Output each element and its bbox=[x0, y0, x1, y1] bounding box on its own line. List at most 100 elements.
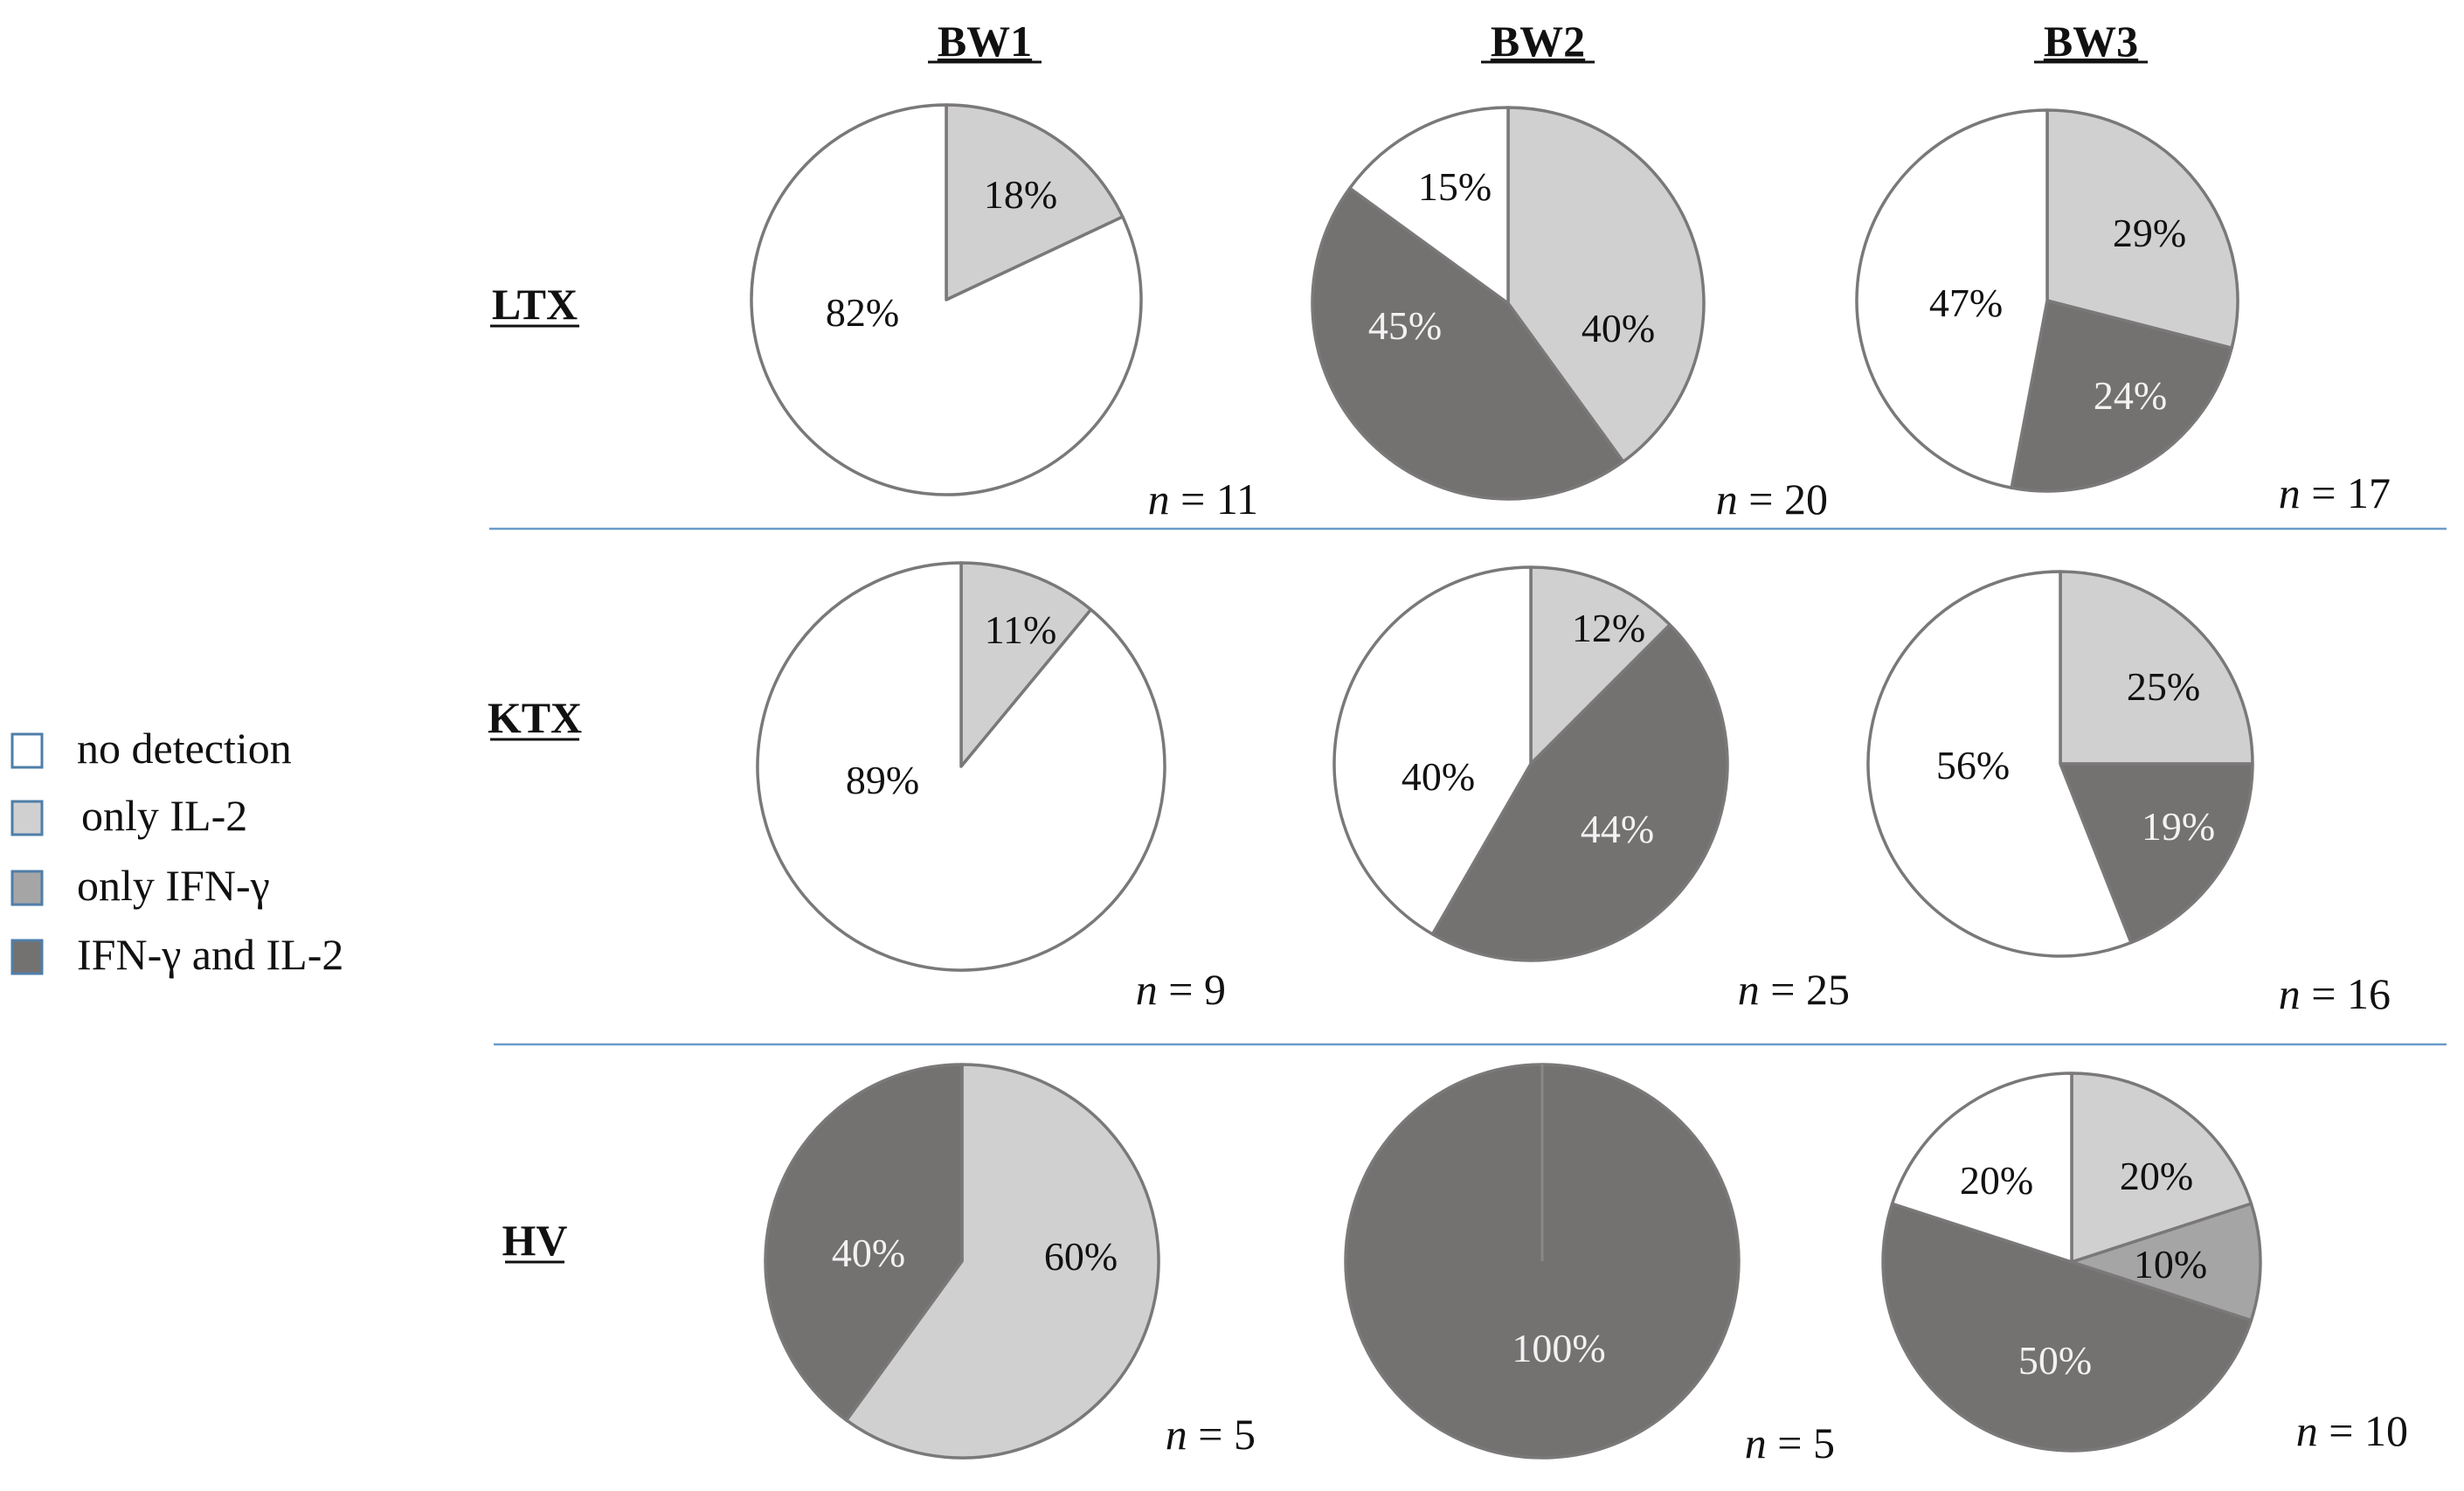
slice-ktx-bw3-ifn-and-il-2 bbox=[2059, 762, 2254, 945]
slice-ltx-bw3-only-il-2 bbox=[2045, 108, 2239, 350]
n-value: = 17 bbox=[2301, 468, 2391, 517]
n-symbol: n bbox=[1148, 475, 1170, 524]
column-header-bw1: BW1 bbox=[938, 17, 1032, 66]
n-value: = 25 bbox=[1760, 965, 1850, 1014]
n-label-hv-bw3: n = 10 bbox=[2296, 1406, 2408, 1455]
n-value: = 16 bbox=[2301, 969, 2391, 1018]
n-label-ltx-bw2: n = 20 bbox=[1716, 475, 1828, 524]
row-labels: LTX KTX HV bbox=[488, 280, 582, 1265]
slice-hv-bw3-no-detection bbox=[1890, 1071, 2073, 1264]
legend-label-only-il-2: only IL-2 bbox=[81, 791, 247, 840]
pie-hv-bw1: 60% 40% n = 5 bbox=[764, 1063, 1256, 1460]
slice-ltx-bw2-no-detection bbox=[1348, 106, 1510, 305]
pie-ltx-bw2: 40% 45% 15% n = 20 bbox=[1311, 106, 1828, 524]
pie-ktx-bw3: 25% 19% 56% n = 16 bbox=[1866, 570, 2391, 1018]
slice-label-ktx-bw3-only-il-2: 25% bbox=[2127, 664, 2200, 709]
row-dividers bbox=[489, 527, 2447, 1046]
row-label-ktx: KTX bbox=[488, 693, 582, 742]
slice-label-ltx-bw2-no-detection: 15% bbox=[1418, 164, 1492, 209]
n-label-ltx-bw1: n = 11 bbox=[1148, 475, 1258, 524]
slice-ltx-bw1-no-detection bbox=[750, 103, 1143, 496]
slice-label-ltx-bw3-only-il-2: 29% bbox=[2113, 211, 2186, 255]
n-value: = 5 bbox=[1767, 1418, 1835, 1467]
legend-label-only-ifn: only IFN-γ bbox=[77, 861, 270, 910]
slice-label-ltx-bw2-only-il-2: 40% bbox=[1582, 306, 1655, 350]
n-value: = 20 bbox=[1738, 475, 1828, 524]
n-label-ltx-bw3: n = 17 bbox=[2279, 468, 2391, 517]
slice-ktx-bw3-only-il-2 bbox=[2059, 570, 2254, 766]
row-label-ltx: LTX bbox=[492, 280, 578, 329]
column-header-bw2: BW2 bbox=[1491, 17, 1585, 66]
slice-label-hv-bw3-only-ifn: 10% bbox=[2134, 1242, 2207, 1286]
legend-item-ifn-and-il-2: IFN-γ and IL-2 bbox=[10, 930, 343, 979]
slice-label-hv-bw3-no-detection: 20% bbox=[1960, 1158, 2033, 1203]
n-label-hv-bw1: n = 5 bbox=[1166, 1410, 1256, 1459]
slice-label-ktx-bw2-no-detection: 40% bbox=[1402, 754, 1475, 799]
slice-ktx-bw1-only-il-2 bbox=[959, 561, 1093, 768]
slice-hv-bw1-ifn-and-il-2 bbox=[764, 1063, 964, 1422]
slice-ktx-bw2-no-detection bbox=[1332, 565, 1533, 936]
column-headers: BW1 BW2 BW3 bbox=[928, 17, 2148, 66]
slice-label-hv-bw1-ifn-and-il-2: 40% bbox=[832, 1231, 905, 1275]
n-value: = 11 bbox=[1170, 475, 1258, 524]
n-symbol: n bbox=[1745, 1418, 1767, 1467]
pie-hv-bw3: 20% 10% 50% 20% n = 10 bbox=[1881, 1071, 2408, 1455]
pie-ktx-bw2: 12% 44% 40% n = 25 bbox=[1332, 565, 1850, 1014]
slice-label-ltx-bw3-ifn-and-il-2: 24% bbox=[2094, 373, 2167, 418]
pie-ltx-bw3: 29% 24% 47% n = 17 bbox=[1855, 108, 2391, 517]
slice-ltx-bw3-no-detection bbox=[1855, 108, 2049, 489]
slice-label-ktx-bw2-ifn-and-il-2: 44% bbox=[1581, 807, 1654, 851]
legend-item-only-il-2: only IL-2 bbox=[10, 791, 247, 840]
slice-label-ktx-bw1-no-detection: 89% bbox=[846, 758, 919, 802]
legend-item-only-ifn: only IFN-γ bbox=[10, 861, 270, 910]
slice-ltx-bw2-ifn-and-il-2 bbox=[1311, 186, 1625, 501]
slice-label-ktx-bw3-ifn-and-il-2: 19% bbox=[2142, 804, 2215, 849]
legend-swatch-no-detection bbox=[10, 732, 44, 769]
pies: 18% 82% n = 11 40% 45% 15% n = 20 29% 24% 47% n = … bbox=[750, 103, 2408, 1467]
slice-ltx-bw1-only-il-2 bbox=[945, 103, 1125, 302]
n-label-ktx-bw1: n = 9 bbox=[1136, 965, 1226, 1014]
slice-ltx-bw2-only-il-2 bbox=[1506, 106, 1706, 463]
pie-hv-bw2: 100% n = 5 bbox=[1344, 1063, 1835, 1467]
n-value: = 10 bbox=[2318, 1406, 2408, 1455]
legend-swatch-ifn-and-il-2 bbox=[10, 939, 44, 975]
slice-label-hv-bw3-only-il-2: 20% bbox=[2120, 1154, 2193, 1198]
slice-ktx-bw2-ifn-and-il-2 bbox=[1430, 623, 1729, 962]
slice-ktx-bw2-only-il-2 bbox=[1529, 565, 1672, 766]
n-label-hv-bw2: n = 5 bbox=[1745, 1418, 1835, 1467]
n-symbol: n bbox=[1738, 965, 1760, 1014]
slice-ltx-bw3-ifn-and-il-2 bbox=[2010, 299, 2233, 493]
n-symbol: n bbox=[1166, 1410, 1187, 1459]
n-symbol: n bbox=[2296, 1406, 2318, 1455]
slice-label-hv-bw3-ifn-and-il-2: 50% bbox=[2018, 1338, 2092, 1383]
slice-ktx-bw3-no-detection bbox=[1866, 570, 2133, 958]
legend-item-no-detection: no detection bbox=[10, 724, 292, 773]
slice-label-ktx-bw2-only-il-2: 12% bbox=[1572, 606, 1645, 650]
slice-hv-bw3-only-il-2 bbox=[2070, 1071, 2253, 1264]
n-label-ktx-bw2: n = 25 bbox=[1738, 965, 1850, 1014]
column-header-bw3: BW3 bbox=[2044, 17, 2138, 66]
n-symbol: n bbox=[1136, 965, 1158, 1014]
legend: no detection only IL-2 only IFN-γ IFN-γ and… bbox=[10, 724, 343, 979]
slice-hv-bw3-ifn-and-il-2 bbox=[1881, 1202, 2253, 1453]
slice-label-ltx-bw3-no-detection: 47% bbox=[1929, 281, 2003, 325]
slice-label-hv-bw2-ifn-and-il-2: 100% bbox=[1512, 1326, 1605, 1370]
slice-label-ltx-bw1-no-detection: 82% bbox=[826, 290, 899, 335]
legend-label-no-detection: no detection bbox=[77, 724, 292, 773]
row-label-hv: HV bbox=[502, 1216, 568, 1265]
slice-ktx-bw1-no-detection bbox=[756, 561, 1166, 972]
slice-label-ltx-bw2-ifn-and-il-2: 45% bbox=[1368, 303, 1442, 348]
legend-swatch-only-il-2 bbox=[10, 800, 44, 836]
pie-ltx-bw1: 18% 82% n = 11 bbox=[750, 103, 1258, 524]
n-symbol: n bbox=[1716, 475, 1738, 524]
legend-swatch-only-ifn bbox=[10, 870, 44, 906]
slice-hv-bw3-only-ifn bbox=[2070, 1202, 2262, 1322]
n-symbol: n bbox=[2279, 468, 2301, 517]
slice-label-hv-bw1-only-il-2: 60% bbox=[1044, 1234, 1118, 1279]
pie-ktx-bw1: 11% 89% n = 9 bbox=[756, 561, 1226, 1014]
n-value: = 5 bbox=[1187, 1410, 1256, 1459]
n-value: = 9 bbox=[1158, 965, 1226, 1014]
n-label-ktx-bw3: n = 16 bbox=[2279, 969, 2391, 1018]
slice-label-ktx-bw1-only-il-2: 11% bbox=[985, 607, 1057, 652]
